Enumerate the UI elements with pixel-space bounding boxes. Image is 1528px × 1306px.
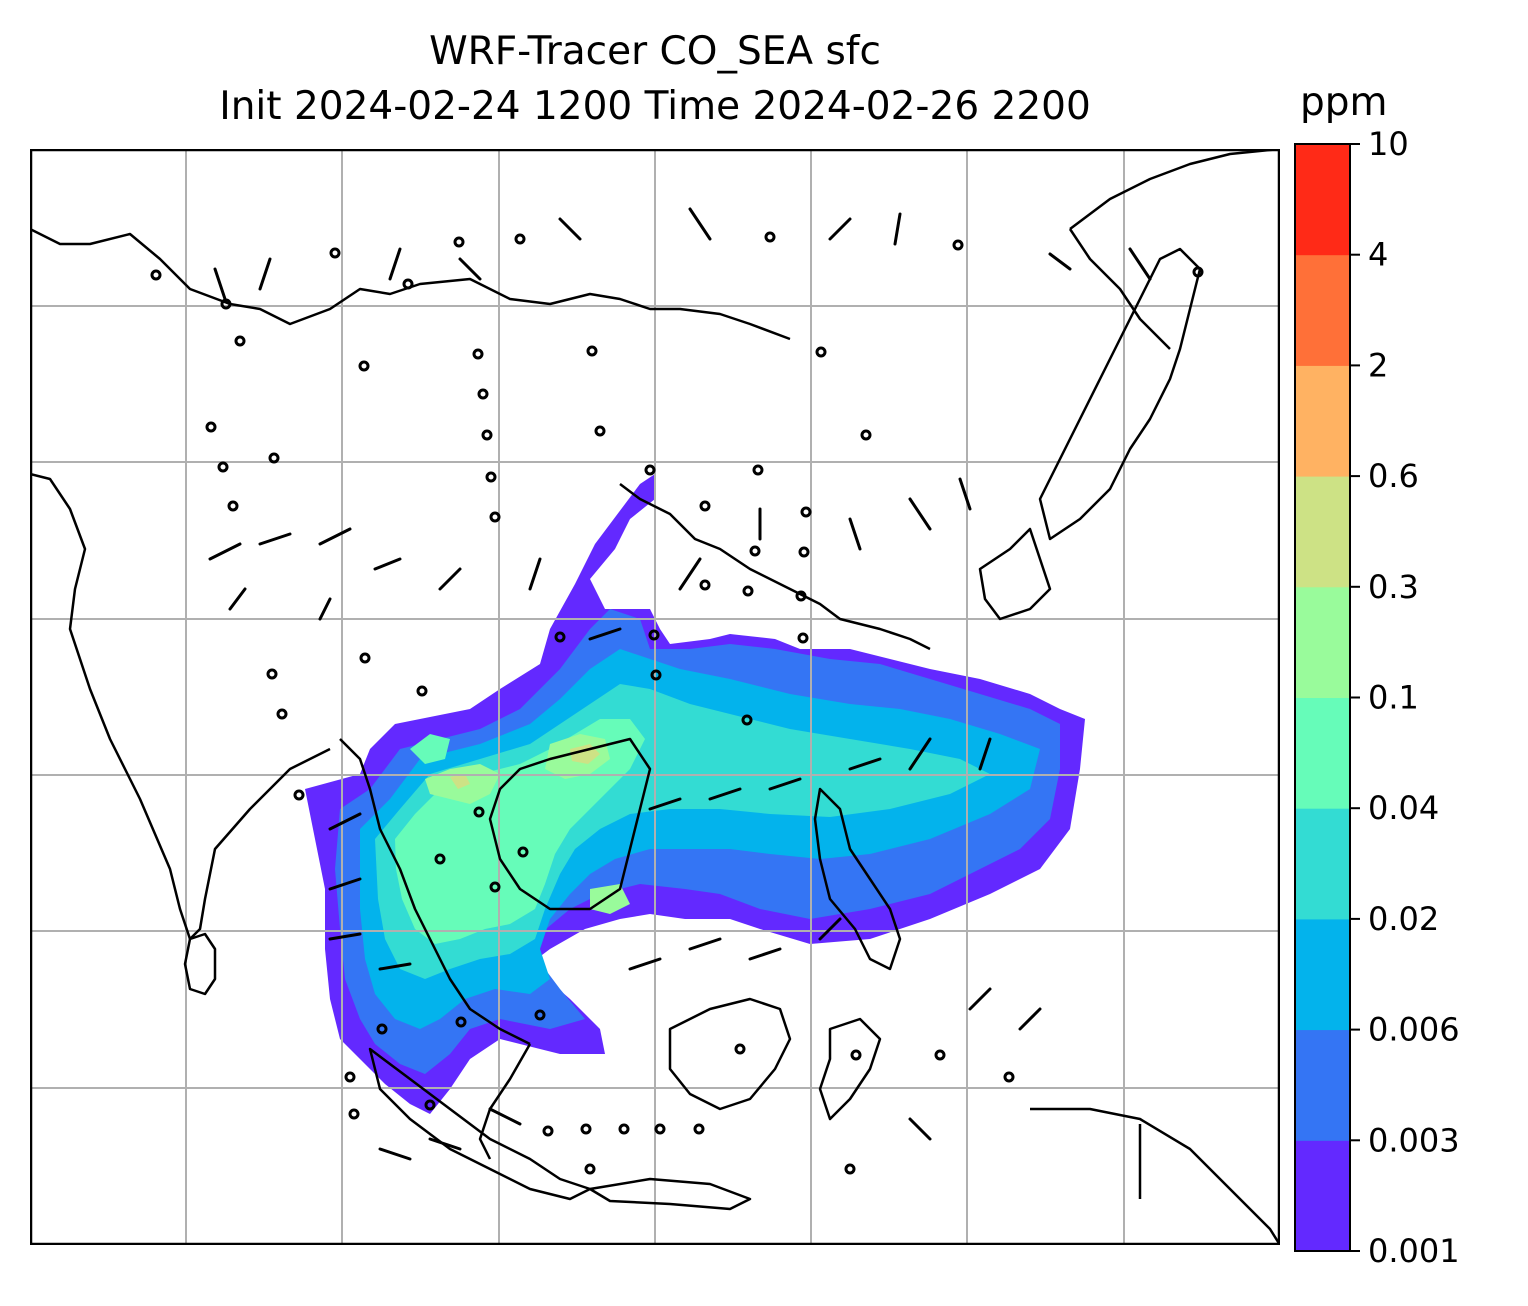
java [588, 1177, 752, 1211]
colorbar-band-7 [1295, 365, 1350, 477]
map-frame [30, 149, 1280, 1245]
colorbar-frame [1294, 143, 1351, 1252]
colorbar-tick-label: 0.04 [1368, 789, 1439, 827]
colorbar-tick-label: 0.003 [1368, 1121, 1460, 1159]
colorbar-tick-label: 4 [1368, 236, 1388, 274]
india-coast [30, 472, 331, 941]
colorbar-tick-label: 0.02 [1368, 900, 1439, 938]
plume-level-7 [450, 744, 600, 789]
colorbar-band-9 [1295, 144, 1350, 256]
russia-coast [1068, 149, 1280, 350]
colorbar-band-3 [1295, 808, 1350, 920]
colorbar-tick-label: 10 [1368, 130, 1409, 163]
china-coast [619, 483, 931, 651]
colorbar-tick-label: 0.006 [1368, 1011, 1460, 1049]
himalaya-border [30, 227, 791, 341]
colorbar-tick-label: 0.001 [1368, 1232, 1460, 1270]
map-title: WRF-Tracer CO_SEA sfc [429, 29, 881, 74]
colorbar-tick-label: 0.3 [1368, 568, 1419, 606]
colorbar-band-1 [1295, 1029, 1350, 1141]
wind-barbs [208, 207, 1152, 1161]
new-guinea [1030, 1107, 1280, 1245]
korea [978, 527, 1052, 621]
colorbar-tick-label: 2 [1368, 346, 1388, 384]
colorbar-band-2 [1295, 918, 1350, 1031]
colorbar: 0.001 0.003 0.006 0.02 0.04 0.1 0.3 0.6 2 4 10 [1294, 130, 1460, 1270]
sri-lanka [183, 932, 217, 996]
colorbar-tick-label: 0.1 [1368, 679, 1419, 717]
map-subtitle: Init 2024-02-24 1200 Time 2024-02-26 220… [219, 84, 1091, 129]
colorbar-band-6 [1295, 476, 1350, 588]
borneo [668, 997, 792, 1111]
colorbar-band-5 [1295, 586, 1350, 698]
colorbar-band-8 [1295, 254, 1350, 366]
colorbar-unit: ppm [1300, 80, 1388, 125]
colorbar-band-4 [1295, 697, 1350, 809]
japan [1038, 247, 1202, 541]
calm-markers [150, 231, 1204, 1175]
map-panel [30, 149, 1280, 1245]
plume-level-6 [425, 734, 630, 914]
colorbar-tick-label: 0.6 [1368, 457, 1419, 495]
sulawesi [818, 1017, 882, 1121]
colorbar-band-0 [1295, 1140, 1350, 1252]
philippines [813, 787, 902, 971]
coastlines [30, 149, 1280, 1245]
sumatra [368, 1047, 592, 1201]
